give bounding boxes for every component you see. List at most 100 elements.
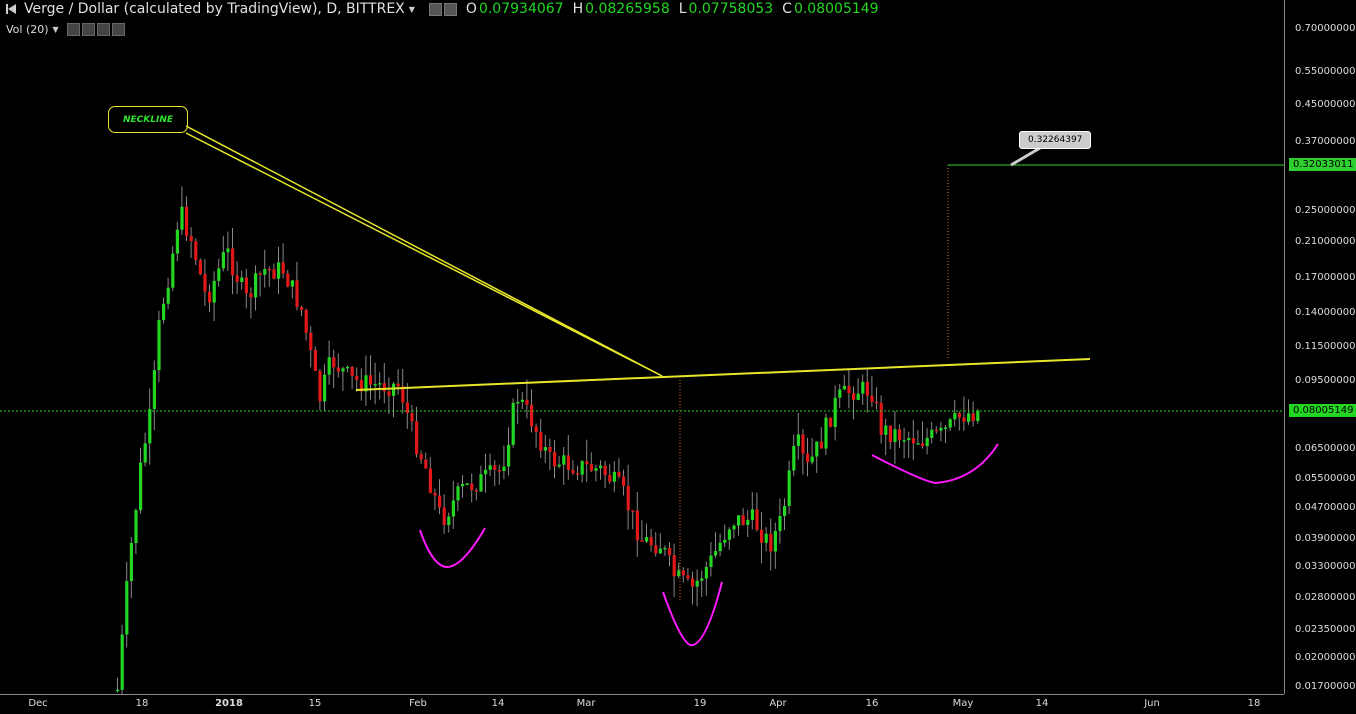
close-icon[interactable] [111,23,125,36]
candle-up[interactable] [884,425,888,435]
candle-up[interactable] [976,410,980,422]
candle-up[interactable] [838,389,842,398]
candle-up[interactable] [134,510,138,544]
symbol-legend[interactable]: Verge / Dollar (calculated by TradingVie… [6,1,879,17]
candle-down[interactable] [300,307,304,310]
candle-down[interactable] [962,417,966,422]
candle-down[interactable] [769,533,773,552]
candle-up[interactable] [704,567,708,579]
candle-up[interactable] [461,484,465,487]
candle-up[interactable] [792,445,796,471]
candle-up[interactable] [488,465,492,470]
candle-up[interactable] [148,409,152,444]
candle-up[interactable] [143,443,147,463]
candle-down[interactable] [566,455,570,470]
price-axis[interactable]: 0.70000000 0.55000000 0.45000000 0.37000000… [1284,0,1356,694]
candle-down[interactable] [235,275,239,282]
candle-down[interactable] [539,432,543,451]
neckline-trendline[interactable] [355,358,1091,391]
candle-up[interactable] [240,277,244,282]
candle-up[interactable] [727,529,731,540]
candle-up[interactable] [967,413,971,422]
candle-up[interactable] [658,548,662,554]
candle-up[interactable] [562,455,566,465]
candle-down[interactable] [852,393,856,400]
candle-down[interactable] [313,350,317,372]
candle-down[interactable] [530,404,534,427]
candle-up[interactable] [907,438,911,441]
candle-up[interactable] [139,462,143,511]
candle-up[interactable] [162,303,166,320]
candle-down[interactable] [267,269,271,271]
candle-down[interactable] [691,578,695,587]
candle-down[interactable] [934,429,938,432]
candle-down[interactable] [493,465,497,470]
candle-down[interactable] [957,412,961,418]
candle-up[interactable] [479,474,483,492]
candle-up[interactable] [663,547,667,550]
target-callout[interactable]: 0.32264397 [1019,131,1092,149]
candle-up[interactable] [129,543,133,582]
candle-up[interactable] [718,542,722,552]
candle-down[interactable] [879,402,883,435]
candle-up[interactable] [948,419,952,428]
candle-up[interactable] [902,440,906,442]
candle-down[interactable] [626,485,630,511]
candle-down[interactable] [419,454,423,460]
candle-down[interactable] [470,483,474,491]
candle-down[interactable] [971,413,975,422]
candle-up[interactable] [645,537,649,542]
settings-icon[interactable] [443,2,457,16]
candle-up[interactable] [212,280,216,303]
candle-up[interactable] [815,441,819,457]
candle-down[interactable] [571,469,575,474]
candle-up[interactable] [953,412,957,420]
candle-down[interactable] [497,469,501,472]
candle-up[interactable] [594,468,598,471]
candle-up[interactable] [341,368,345,372]
candle-up[interactable] [732,525,736,530]
candle-up[interactable] [709,555,713,568]
candle-up[interactable] [120,634,124,690]
candle-up[interactable] [916,443,920,445]
candle-down[interactable] [332,357,336,368]
candle-down[interactable] [589,464,593,471]
candle-up[interactable] [323,374,327,402]
candle-down[interactable] [194,241,198,261]
candle-up[interactable] [226,248,230,253]
candle-up[interactable] [392,383,396,396]
candle-down[interactable] [396,383,400,387]
candle-down[interactable] [603,465,607,476]
candle-up[interactable] [773,531,777,552]
candle-up[interactable] [290,280,294,287]
candle-down[interactable] [888,425,892,443]
candle-up[interactable] [364,375,368,392]
candle-down[interactable] [875,401,879,404]
candle-down[interactable] [819,441,823,449]
collapse-icon[interactable] [6,3,18,15]
candle-up[interactable] [217,268,221,281]
candle-down[interactable] [185,206,189,236]
candle-down[interactable] [355,375,359,380]
candle-up[interactable] [599,465,603,469]
candle-up[interactable] [737,515,741,526]
candle-down[interactable] [286,273,290,287]
candle-down[interactable] [686,575,690,579]
candle-down[interactable] [534,426,538,433]
volume-label[interactable]: Vol (20) [6,23,49,36]
candle-up[interactable] [502,466,506,471]
candle-down[interactable] [672,555,676,577]
candle-up[interactable] [861,381,865,394]
candle-up[interactable] [750,509,754,520]
candle-up[interactable] [677,570,681,577]
candle-down[interactable] [474,490,478,492]
candle-up[interactable] [175,229,179,254]
candle-up[interactable] [783,505,787,517]
candle-up[interactable] [925,437,929,447]
candle-down[interactable] [525,399,529,405]
candle-down[interactable] [640,540,644,542]
candle-up[interactable] [764,533,768,543]
candle-up[interactable] [277,262,281,279]
candle-down[interactable] [847,385,851,394]
candle-up[interactable] [557,464,561,467]
